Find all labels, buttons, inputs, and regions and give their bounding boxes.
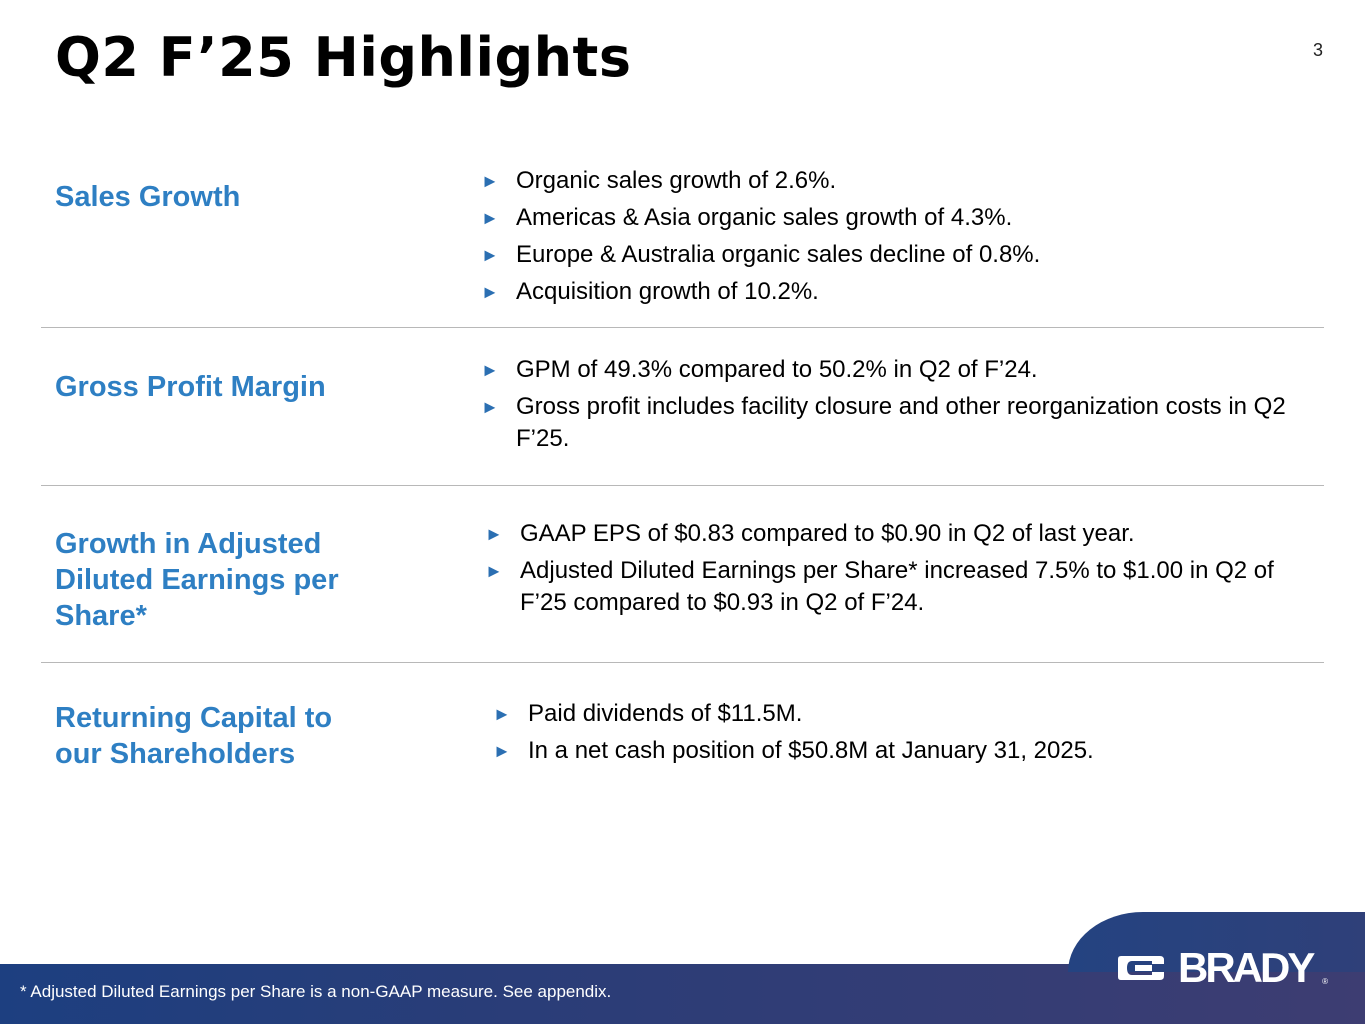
section-divider (41, 662, 1324, 663)
section-divider (41, 485, 1324, 486)
play-arrow-icon: ► (481, 208, 499, 228)
bullet-item: ► Organic sales growth of 2.6%. (481, 165, 1331, 197)
bullet-item: ► Adjusted Diluted Earnings per Share* i… (485, 557, 1274, 616)
play-arrow-icon: ► (481, 282, 499, 302)
bullet-list: ► Paid dividends of $11.5M. ► In a net c… (493, 698, 1293, 772)
play-arrow-icon: ► (493, 741, 511, 761)
bullet-item: ► Acquisition growth of 10.2%. (481, 276, 1331, 308)
play-arrow-icon: ► (493, 704, 511, 724)
play-arrow-icon: ► (481, 397, 499, 417)
bullet-list: ► GPM of 49.3% compared to 50.2% in Q2 o… (481, 354, 1331, 460)
footer-logo-tab (1068, 912, 1365, 972)
bullet-list: ► GAAP EPS of $0.83 compared to $0.90 in… (485, 518, 1285, 624)
play-arrow-icon: ► (481, 360, 499, 380)
bullet-item: ► GPM of 49.3% compared to 50.2% in Q2 o… (481, 354, 1331, 386)
brady-logo: BRADY ® (1118, 944, 1328, 992)
page-number: 3 (1312, 40, 1323, 60)
registered-mark: ® (1322, 977, 1328, 986)
bullet-list: ► Organic sales growth of 2.6%. ► Americ… (481, 165, 1331, 313)
brand-name: BRADY (1178, 944, 1315, 991)
play-arrow-icon: ► (481, 245, 499, 265)
section-divider (41, 327, 1324, 328)
brady-logo-icon (1118, 956, 1164, 980)
play-arrow-icon: ► (481, 171, 499, 191)
section-title: Gross Profit Margin (55, 371, 326, 403)
bullet-item: ► Europe & Australia organic sales decli… (481, 239, 1331, 271)
section-title: Returning Capital to our Shareholders (55, 702, 333, 770)
bullet-item: ► GAAP EPS of $0.83 compared to $0.90 in… (485, 518, 1285, 550)
footer-bar: * Adjusted Diluted Earnings per Share is… (0, 964, 1365, 1024)
bullet-item: ► Americas & Asia organic sales growth o… (481, 202, 1331, 234)
bullet-item: ► In a net cash position of $50.8M at Ja… (493, 735, 1293, 767)
bullet-item: ► Paid dividends of $11.5M. (493, 698, 1293, 730)
footnote: * Adjusted Diluted Earnings per Share is… (20, 982, 612, 1001)
bullet-item: ► Gross profit includes facility closure… (481, 393, 1286, 452)
section-title: Sales Growth (55, 181, 241, 213)
section-title: Growth in Adjusted Diluted Earnings per … (55, 528, 339, 632)
play-arrow-icon: ► (485, 561, 503, 581)
page-title: Q2 F’25 Highlights (55, 26, 632, 89)
play-arrow-icon: ► (485, 524, 503, 544)
